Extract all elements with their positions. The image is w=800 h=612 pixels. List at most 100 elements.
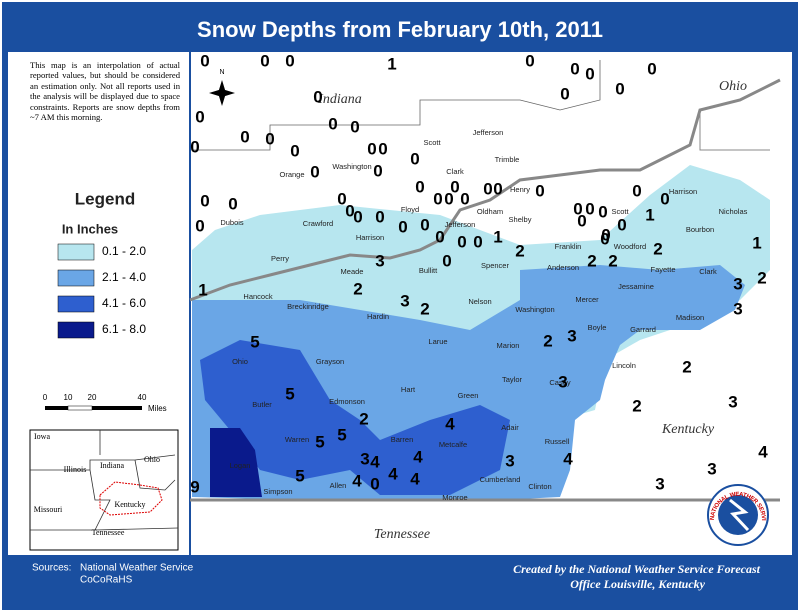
inset-label: Tennessee bbox=[92, 528, 125, 537]
source: CoCoRaHS bbox=[80, 575, 133, 586]
county-label: Meade bbox=[341, 267, 364, 276]
snow-depth: 3 bbox=[375, 251, 384, 270]
snow-depth: 2 bbox=[757, 268, 766, 287]
snow-depth: 0 bbox=[378, 139, 387, 158]
snow-depth: 0 bbox=[435, 227, 444, 246]
county-label: Jessamine bbox=[618, 282, 654, 291]
credit: Office Louisville, Kentucky bbox=[570, 577, 705, 591]
snow-depth: 3 bbox=[655, 474, 664, 493]
snow-depth: 0 bbox=[573, 199, 582, 218]
snow-depth: 2 bbox=[515, 241, 524, 260]
county-label: Fayette bbox=[650, 265, 675, 274]
snow-depth: 5 bbox=[337, 425, 346, 444]
snow-depth: 3 bbox=[728, 392, 737, 411]
snow-depth: 0 bbox=[240, 127, 249, 146]
county-label: Logan bbox=[230, 461, 251, 470]
county-label: Crawford bbox=[303, 219, 333, 228]
snow-depth: 3 bbox=[558, 372, 567, 391]
inset-label: Kentucky bbox=[114, 500, 145, 509]
county-label: Warren bbox=[285, 435, 309, 444]
county-label: Orange bbox=[279, 170, 304, 179]
county-label: Scott bbox=[611, 207, 629, 216]
snow-depth: 0 bbox=[444, 189, 453, 208]
snow-depth: 0 bbox=[570, 59, 579, 78]
snow-depth: 2 bbox=[359, 409, 368, 428]
shade-light bbox=[192, 165, 770, 420]
snow-depth: 4 bbox=[388, 464, 398, 483]
scale-label: 0 bbox=[43, 393, 48, 402]
snow-depth: 0 bbox=[353, 207, 362, 226]
county-label: Nicholas bbox=[719, 207, 748, 216]
snow-depth: 0 bbox=[228, 194, 237, 213]
county-label: Hart bbox=[401, 385, 416, 394]
snow-depth: 0 bbox=[260, 51, 269, 70]
snow-depth: 4 bbox=[445, 414, 455, 433]
legend-title: Legend bbox=[75, 189, 135, 208]
county-label: Harrison bbox=[669, 187, 697, 196]
snow-depth: 0 bbox=[450, 177, 459, 196]
snow-depth: 0 bbox=[345, 201, 354, 220]
inset-label: Missouri bbox=[34, 505, 63, 514]
legend-swatch bbox=[57, 321, 95, 339]
county-label: Washington bbox=[332, 162, 371, 171]
scale-unit: Miles bbox=[148, 404, 167, 413]
snow-depth: 5 bbox=[315, 432, 324, 451]
disclaimer: This map is an interpolation of actual r… bbox=[30, 60, 180, 123]
snow-depth: 0 bbox=[373, 161, 382, 180]
snow-depth: 2 bbox=[587, 251, 596, 270]
inset-map bbox=[29, 429, 179, 551]
county-label: Garrard bbox=[630, 325, 656, 334]
county-label: Simpson bbox=[263, 487, 292, 496]
county-label: Barren bbox=[391, 435, 414, 444]
snow-depth: 3 bbox=[505, 451, 514, 470]
snow-depth: 3 bbox=[733, 299, 742, 318]
county-label: Trimble bbox=[495, 155, 520, 164]
county-label: Allen bbox=[330, 481, 347, 490]
county-label: Cumberland bbox=[480, 475, 521, 484]
county-label: Russell bbox=[545, 437, 570, 446]
snow-depth: 0 bbox=[600, 229, 609, 248]
snow-depth: 3 bbox=[360, 449, 369, 468]
county-label: Clark bbox=[446, 167, 464, 176]
snow-depth: 3 bbox=[707, 459, 716, 478]
snow-depth: 2 bbox=[420, 299, 429, 318]
county-label: Jefferson bbox=[445, 220, 476, 229]
county-label: Nelson bbox=[468, 297, 491, 306]
county-label: Marion bbox=[497, 341, 520, 350]
county-label: Larue bbox=[428, 337, 447, 346]
county-label: Franklin bbox=[555, 242, 582, 251]
snow-depth: 0 bbox=[398, 217, 407, 236]
snow-depth: 2 bbox=[653, 239, 662, 258]
county-label: Oldham bbox=[477, 207, 503, 216]
snow-depth: 4 bbox=[410, 469, 420, 488]
shade-dark bbox=[200, 340, 510, 495]
snow-depth: 0 bbox=[601, 225, 610, 244]
snow-depth: 2 bbox=[682, 357, 691, 376]
county-label: Harrison bbox=[356, 233, 384, 242]
north-arrow: N bbox=[209, 69, 235, 106]
legend-subtitle: In Inches bbox=[62, 221, 118, 236]
legend-label: 0.1 - 2.0 bbox=[102, 244, 146, 258]
shade-darkest bbox=[210, 428, 262, 497]
snow-depth: 0 bbox=[585, 199, 594, 218]
inset-label: Ohio bbox=[144, 455, 160, 464]
snow-depth: 0 bbox=[367, 139, 376, 158]
county-label: Mercer bbox=[575, 295, 599, 304]
legend-swatch bbox=[57, 269, 95, 287]
county-label: Ohio bbox=[232, 357, 248, 366]
county-label: Bullitt bbox=[419, 266, 438, 275]
county-lines bbox=[192, 60, 601, 151]
snow-depth: 4 bbox=[352, 471, 362, 490]
snow-depth: 5 bbox=[295, 466, 304, 485]
snow-depth: 0 bbox=[200, 51, 209, 70]
sources-label: Sources: bbox=[32, 563, 71, 574]
legend-label: 6.1 - 8.0 bbox=[102, 322, 146, 336]
snow-depth: 5 bbox=[250, 332, 259, 351]
snow-depth: 2 bbox=[543, 331, 552, 350]
snow-depth: 3 bbox=[400, 291, 409, 310]
inset-label: Iowa bbox=[34, 432, 50, 441]
county-label: Henry bbox=[510, 185, 530, 194]
state-label: Tennessee bbox=[374, 527, 430, 542]
snow-depth: 0 bbox=[483, 179, 492, 198]
